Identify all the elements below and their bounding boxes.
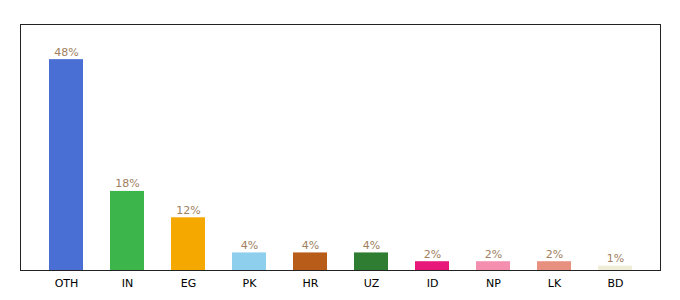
svg-text:NP: NP — [486, 277, 501, 290]
svg-text:ID: ID — [427, 277, 439, 290]
svg-text:2%: 2% — [546, 248, 563, 261]
svg-text:EG: EG — [181, 277, 196, 290]
svg-text:2%: 2% — [424, 248, 441, 261]
svg-text:UZ: UZ — [364, 277, 380, 290]
svg-text:PK: PK — [243, 277, 258, 290]
svg-text:2%: 2% — [485, 248, 502, 261]
svg-text:HR: HR — [303, 277, 319, 290]
svg-text:BD: BD — [607, 277, 623, 290]
svg-text:1%: 1% — [607, 252, 624, 265]
svg-text:LK: LK — [548, 277, 562, 290]
svg-text:IN: IN — [122, 277, 133, 290]
svg-text:4%: 4% — [363, 239, 380, 252]
svg-text:48%: 48% — [54, 46, 78, 59]
svg-text:12%: 12% — [176, 204, 200, 217]
svg-text:4%: 4% — [302, 239, 319, 252]
svg-text:18%: 18% — [115, 177, 139, 190]
svg-text:4%: 4% — [241, 239, 258, 252]
svg-text:OTH: OTH — [55, 277, 79, 290]
